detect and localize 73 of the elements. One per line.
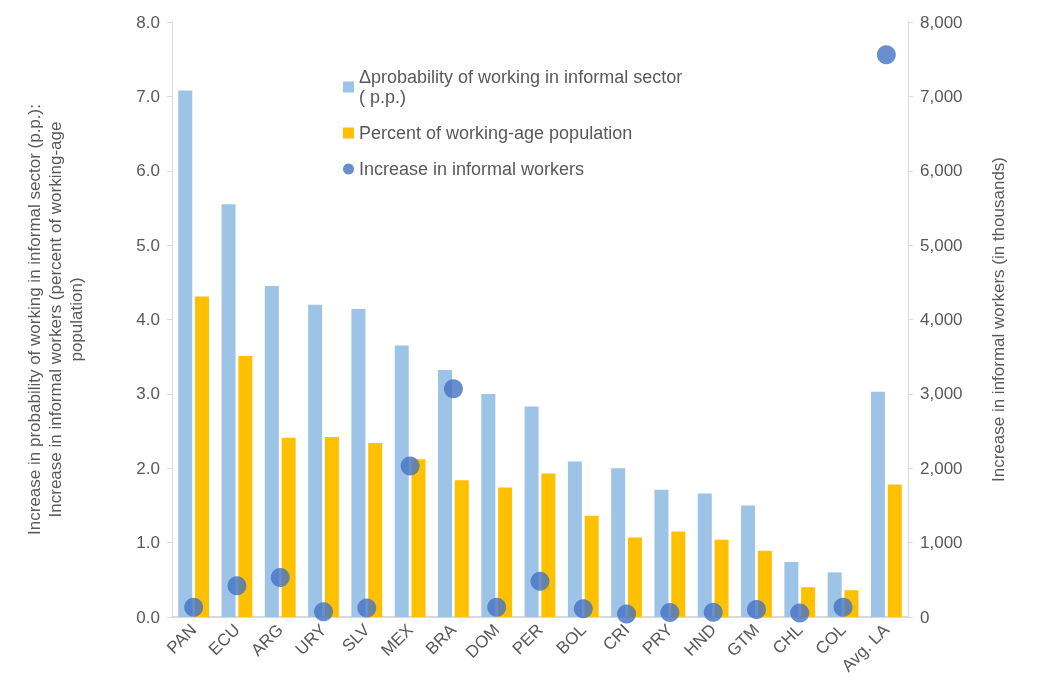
y-tick-label: 4.0 <box>136 310 160 329</box>
bar <box>671 531 686 617</box>
y2-tick-label: 5,000 <box>920 235 963 255</box>
y2-tick-label: 0 <box>920 607 930 627</box>
point <box>790 603 810 623</box>
x-tick-label: CHL <box>769 620 807 658</box>
bar <box>238 355 253 617</box>
bar <box>481 393 496 617</box>
bar <box>281 437 296 617</box>
legend-label: Increase in informal workers <box>359 159 585 179</box>
y-tick-label: 8.0 <box>136 12 160 32</box>
bar <box>394 345 409 617</box>
point <box>270 568 290 588</box>
point <box>227 576 247 596</box>
point <box>746 600 766 620</box>
point <box>703 602 723 622</box>
y-tick-label: 7.0 <box>136 86 160 106</box>
legend-label: Δprobability of working in informal sector ( p.p.) <box>359 67 683 107</box>
bar <box>324 437 339 617</box>
point <box>573 599 593 619</box>
y-tick-label: 1.0 <box>136 533 160 553</box>
y2-tick-label: 4,000 <box>920 310 963 329</box>
y2-tick-label: 2,000 <box>920 458 963 478</box>
bar <box>887 484 902 617</box>
bar <box>368 442 383 617</box>
y2-tick-label: 8,000 <box>920 12 963 32</box>
point <box>660 603 680 623</box>
y2-tick-label: 6,000 <box>920 161 963 181</box>
bar <box>584 515 599 617</box>
point <box>530 571 550 591</box>
bar <box>567 461 582 617</box>
x-tick-label: BOL <box>552 620 591 658</box>
point <box>876 45 896 65</box>
point <box>487 597 507 617</box>
bar <box>498 487 513 617</box>
x-tick-label: CRI <box>599 620 634 655</box>
bar <box>741 505 756 617</box>
bar <box>870 391 885 617</box>
bar <box>524 406 539 617</box>
bar <box>438 370 453 617</box>
bar <box>264 286 279 617</box>
point <box>314 602 334 622</box>
y2-tick-label: 3,000 <box>920 384 963 404</box>
bar <box>195 296 210 617</box>
bar <box>611 468 626 617</box>
bar <box>178 90 193 617</box>
y-tick-label: 0.0 <box>136 607 160 627</box>
bar <box>654 489 669 617</box>
bar <box>697 493 712 617</box>
y-tick-label: 2.0 <box>136 458 160 478</box>
y2-tick-label: 7,000 <box>920 86 963 106</box>
bar <box>411 459 426 617</box>
point <box>617 604 637 624</box>
y2-tick-label: 1,000 <box>920 533 963 553</box>
y-tick-label: 5.0 <box>136 235 160 255</box>
bar <box>221 204 236 617</box>
point <box>184 597 204 617</box>
point <box>833 597 853 617</box>
point <box>357 598 377 618</box>
y-tick-label: 6.0 <box>136 161 160 181</box>
bar <box>627 537 642 617</box>
bar <box>308 304 323 617</box>
y-tick-label: 3.0 <box>136 384 160 404</box>
bar <box>714 539 729 617</box>
bar <box>454 480 469 617</box>
y2-axis-title: Increase in informal workers (in thousands) <box>989 156 1008 483</box>
x-tick-label: SLV <box>338 619 375 656</box>
y-axis-title: Increase in probability of working in informal sector (p.p.): Increase in informal workers (percent of working-age population) <box>25 104 86 535</box>
legend-label: Percent of working-age population <box>359 123 633 143</box>
point <box>443 379 463 399</box>
bar <box>351 309 366 617</box>
bar <box>541 473 556 617</box>
point <box>400 456 420 476</box>
